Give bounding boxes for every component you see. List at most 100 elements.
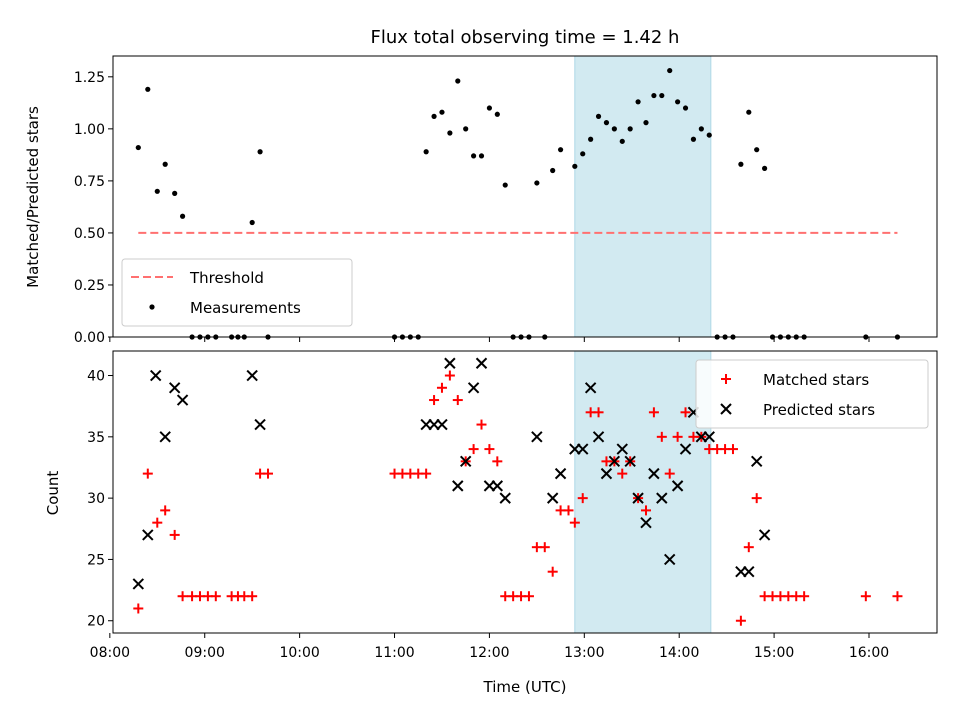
measurement-point [667, 67, 673, 74]
matched-star-point [133, 603, 144, 614]
matched-star-point [672, 431, 683, 442]
bottom-legend: Matched stars Predicted stars [695, 359, 929, 429]
x-tick-label: 08:00 [90, 645, 130, 661]
predicted-star-point [750, 455, 763, 468]
predicted-star-point [608, 455, 621, 468]
predicted-star-point [640, 516, 652, 529]
bottom-observing-span [574, 351, 712, 633]
measurement-point [659, 92, 665, 99]
chart-title: Flux total observing time = 1.42 h [371, 27, 680, 48]
measurement-point [557, 147, 564, 153]
measurement-point [762, 165, 768, 171]
measurement-point [572, 163, 578, 169]
measurement-point [455, 78, 461, 84]
measurement-point [447, 130, 453, 136]
predicted-star-point [546, 492, 559, 504]
bottom-legend-box [695, 359, 929, 429]
measurement-point [643, 120, 649, 126]
predicted-star-point [176, 394, 189, 406]
measurement-point [754, 147, 760, 153]
measurement-point [494, 111, 500, 117]
predicted-star-point [616, 443, 628, 455]
measurement-point [746, 109, 752, 115]
measurement-point [651, 92, 657, 99]
measurement-point [162, 161, 168, 167]
measurement-point [502, 182, 508, 188]
bottom-panel-frame [112, 350, 938, 634]
top-y-tick-label: 1.25 [74, 70, 105, 86]
bottom-panel: 08:00 09:00 10:00 11:00 12:00 13:00 14:00 15:00… [87, 350, 938, 661]
measurement-point [172, 190, 178, 196]
matched-star-point [262, 468, 273, 479]
predicted-star-point [648, 467, 660, 480]
measurement-point [439, 109, 445, 115]
matched-star-point [452, 395, 463, 406]
measurement-point [611, 126, 617, 132]
x-axis-label: Time (UTC) [483, 678, 567, 696]
matched-star-point [648, 407, 659, 418]
predicted-star-point [452, 480, 464, 492]
matched-star-point [727, 444, 738, 455]
matched-star-point [429, 395, 440, 406]
top-legend-box [121, 258, 353, 327]
measurement-point [706, 132, 712, 138]
measurement-point [478, 153, 485, 159]
matched-star-point [799, 591, 810, 602]
legend-predicted-label: Predicted stars [763, 401, 875, 419]
bottom-y-tick-label: 35 [87, 430, 105, 446]
predicted-star-point [632, 492, 644, 504]
top-y-tick-label: 0.00 [74, 330, 105, 346]
predicted-star-point [554, 467, 567, 480]
measurement-point [682, 105, 689, 111]
measurement-point [675, 99, 681, 105]
measurement-point [690, 136, 697, 142]
measurement-point [154, 188, 160, 194]
matched-star-point [563, 505, 574, 516]
measurement-point [486, 105, 493, 111]
legend-matched-label: Matched stars [763, 371, 869, 389]
measurement-point [423, 149, 429, 155]
measurement-point [588, 136, 594, 142]
predicted-star-point [491, 480, 504, 492]
bottom-y-axis-label: Count [44, 471, 62, 516]
x-tick-label: 16:00 [849, 645, 889, 661]
legend-measurements-label: Measurements [190, 299, 301, 317]
predicted-star-point [444, 357, 456, 369]
predicted-star-point [679, 443, 692, 455]
legend-predicted-swatch [720, 403, 732, 415]
predicted-star-point [600, 467, 613, 480]
matched-star-point [743, 542, 754, 553]
predicted-star-point [743, 565, 755, 578]
top-legend: Threshold Measurements [121, 258, 353, 327]
bottom-y-tick-label: 40 [87, 369, 105, 385]
matched-star-point [735, 615, 746, 626]
measurement-point [135, 144, 141, 151]
matched-star-point [664, 468, 675, 479]
predicted-star-point [624, 455, 636, 468]
matched-star-point [593, 407, 604, 418]
predicted-star-point [132, 578, 145, 590]
top-y-tick-label: 0.25 [74, 278, 105, 294]
predicted-star-point [159, 431, 171, 443]
predicted-star-point [436, 418, 448, 431]
predicted-star-point [499, 492, 511, 504]
top-y-axis-label: Matched/Predicted stars [24, 106, 42, 288]
predicted-star-point [592, 431, 605, 443]
legend-matched-swatch [721, 374, 731, 384]
x-tick-label: 12:00 [469, 645, 509, 661]
x-tick-label: 14:00 [659, 645, 699, 661]
matched-star-point [860, 591, 871, 602]
matched-star-point [436, 382, 447, 393]
top-y-tick-label: 0.50 [74, 226, 105, 242]
measurement-point [179, 213, 186, 219]
predicted-star-point [656, 492, 668, 504]
measurement-point [738, 161, 744, 167]
x-tick-label: 13:00 [564, 645, 604, 661]
x-tick-label: 11:00 [374, 645, 414, 661]
legend-threshold-label: Threshold [189, 269, 264, 287]
x-tick-label: 10:00 [279, 645, 319, 661]
measurement-point [534, 180, 540, 186]
measurement-point [698, 126, 704, 132]
measurement-point [249, 219, 255, 226]
